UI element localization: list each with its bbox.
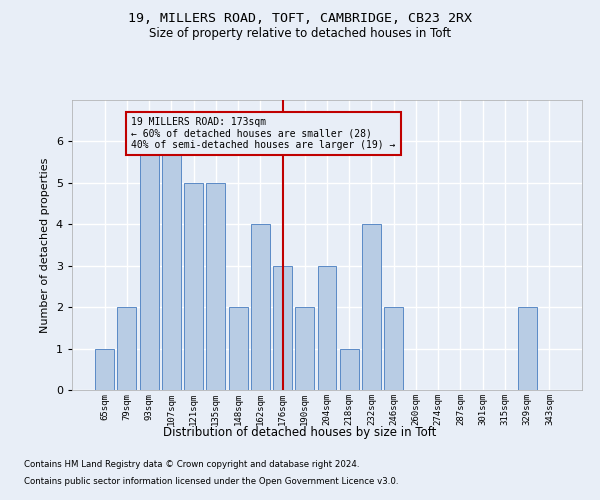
Text: 19, MILLERS ROAD, TOFT, CAMBRIDGE, CB23 2RX: 19, MILLERS ROAD, TOFT, CAMBRIDGE, CB23 …: [128, 12, 472, 26]
Bar: [184, 183, 203, 390]
Bar: [362, 224, 381, 390]
Text: Size of property relative to detached houses in Toft: Size of property relative to detached ho…: [149, 28, 451, 40]
Text: Contains HM Land Registry data © Crown copyright and database right 2024.: Contains HM Land Registry data © Crown c…: [24, 460, 359, 469]
Bar: [317, 266, 337, 390]
Bar: [206, 183, 225, 390]
Bar: [140, 142, 158, 390]
Bar: [229, 307, 248, 390]
Bar: [251, 224, 270, 390]
Bar: [95, 348, 114, 390]
Y-axis label: Number of detached properties: Number of detached properties: [40, 158, 50, 332]
Bar: [518, 307, 536, 390]
Bar: [340, 348, 359, 390]
Text: 19 MILLERS ROAD: 173sqm
← 60% of detached houses are smaller (28)
40% of semi-de: 19 MILLERS ROAD: 173sqm ← 60% of detache…: [131, 116, 395, 150]
Bar: [295, 307, 314, 390]
Text: Distribution of detached houses by size in Toft: Distribution of detached houses by size …: [163, 426, 437, 439]
Bar: [273, 266, 292, 390]
Bar: [162, 142, 181, 390]
Bar: [118, 307, 136, 390]
Text: Contains public sector information licensed under the Open Government Licence v3: Contains public sector information licen…: [24, 477, 398, 486]
Bar: [384, 307, 403, 390]
